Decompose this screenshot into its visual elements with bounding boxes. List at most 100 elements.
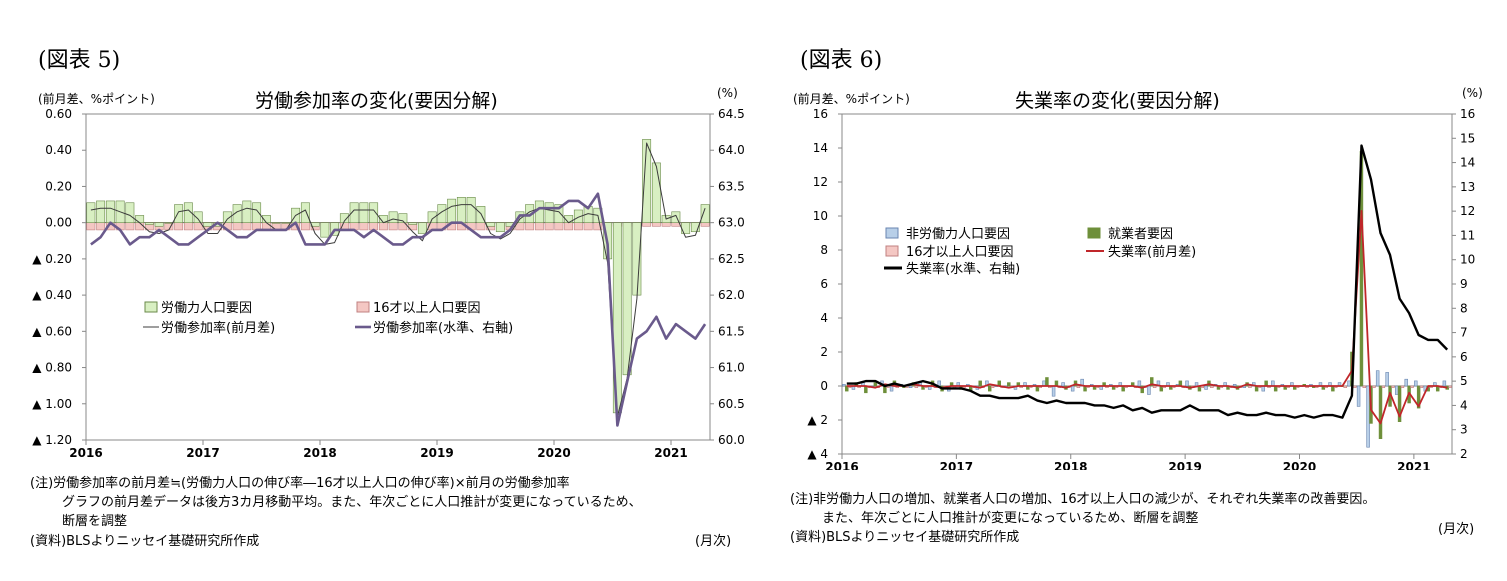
labor-force-factor-bar: [144, 222, 154, 225]
labor-force-factor-bar: [359, 202, 369, 223]
legend-label: 16才以上人口要因: [906, 245, 1014, 260]
right-tick-label: 13: [1460, 180, 1475, 194]
labor-force-factor-bar: [125, 202, 135, 223]
population-factor-bar: [378, 222, 388, 231]
left-tick-label: ▲ 0.60: [32, 324, 72, 338]
x-tick-label: 2020: [1283, 460, 1316, 470]
population-factor-bar: [1210, 385, 1214, 388]
right-tick-label: 60.0: [718, 433, 745, 447]
x-tick-label: 2020: [537, 446, 570, 460]
right-tick-label: 16: [1460, 107, 1475, 121]
population-factor-bar: [1400, 385, 1405, 388]
left-tick-label: ▲ 0.20: [32, 252, 72, 266]
legend-label: 労働参加率(水準、右軸): [373, 320, 513, 336]
not-in-labor-force-factor-bar: [908, 385, 913, 388]
population-factor-bar: [1343, 385, 1347, 388]
labor-force-factor-bar: [271, 222, 281, 224]
labor-force-factor-bar: [437, 204, 447, 223]
left-tick-label: 0.60: [45, 107, 72, 121]
left-tick-label: 10: [813, 209, 828, 223]
lfpr-level-line: [90, 192, 707, 427]
labor-force-factor-bar: [349, 202, 359, 223]
not-in-labor-force-factor-bar: [889, 385, 894, 392]
labor-force-factor-bar: [700, 204, 710, 223]
right-axis-unit: (%): [1462, 86, 1483, 100]
labor-force-factor-bar: [320, 222, 330, 238]
right-tick-label: 63.5: [718, 179, 745, 193]
chart-title: 失業率の変化(要因分解): [1015, 90, 1220, 112]
not-in-labor-force-factor-bar: [1137, 380, 1142, 387]
left-tick-label: 0.20: [45, 179, 72, 193]
labor-force-factor-bar: [281, 222, 291, 224]
labor-force-factor-bar: [642, 139, 652, 223]
population-factor-bar: [174, 222, 184, 231]
frequency-label: (月次): [1438, 522, 1475, 537]
x-tick-label: 2019: [420, 446, 453, 460]
labor-force-factor-bar: [388, 211, 398, 223]
population-factor-bar: [1353, 385, 1357, 388]
unemployment-change-line: [846, 210, 1448, 425]
right-tick-label: 9: [1460, 277, 1468, 291]
labor-force-factor-bar: [164, 222, 174, 224]
labor-participation-chart: 0.60 0.40 0.20 0.00 ▲ 0.20 ▲ 0.40 ▲ 0.60 ▲ 0.80…: [32, 107, 745, 460]
right-tick-label: 15: [1460, 131, 1475, 145]
labor-force-factor-bar: [222, 211, 232, 223]
employment-factor-bar: [1378, 385, 1383, 440]
labor-force-factor-bar: [105, 200, 115, 223]
population-factor-bar: [388, 222, 398, 231]
left-tick-label: 14: [813, 141, 828, 155]
population-factor-bar: [1419, 385, 1424, 388]
labor-force-factor-bar: [252, 202, 262, 223]
note-line: (注)労働参加率の前月差≒(労働力人口の伸び率―16才以上人口の伸び率)×前月の…: [30, 476, 570, 491]
right-tick-label: 2: [1460, 447, 1468, 461]
right-tick-label: 14: [1460, 156, 1475, 170]
right-axis-unit: (%): [717, 86, 738, 100]
labor-force-factor-bar: [690, 222, 700, 233]
labor-force-factor-bar: [183, 202, 193, 223]
left-axis-unit: (前月差、%ポイント): [38, 92, 155, 106]
right-tick-label: 64.5: [718, 107, 745, 121]
population-factor-bar: [554, 222, 564, 231]
labor-force-factor-bar: [408, 222, 418, 225]
population-factor-bar: [914, 385, 919, 388]
population-factor-bar: [564, 222, 574, 231]
note-line: グラフの前月差データは後方3カ月移動平均。また、年次ごとに人口推計が変更になって…: [62, 495, 642, 510]
labor-force-factor-bar: [466, 197, 476, 223]
right-tick-label: 10: [1460, 253, 1475, 267]
x-tick-label: 2016: [69, 446, 102, 460]
labor-force-factor-bar: [300, 202, 310, 223]
employment-factor-bar: [1416, 385, 1421, 409]
left-tick-label: ▲ 2: [807, 413, 828, 427]
x-tick-label: 2018: [303, 446, 336, 460]
not-in-labor-force-factor-bar: [1204, 385, 1208, 390]
source-note: (資料)BLSよりニッセイ基礎研究所作成: [790, 530, 1020, 545]
population-factor-bar: [1152, 385, 1157, 388]
note-line: 断層を調整: [62, 514, 128, 529]
population-factor-bar: [96, 222, 106, 231]
left-tick-label: ▲ 4: [807, 447, 828, 461]
population-factor-bar: [1076, 385, 1081, 388]
labor-force-factor-bar: [447, 198, 457, 223]
right-tick-label: 61.5: [718, 324, 745, 338]
x-tick-label: 2016: [825, 460, 858, 470]
population-factor-bar: [476, 222, 486, 231]
population-factor-bar: [359, 222, 369, 231]
labor-force-factor-bar: [135, 215, 145, 223]
population-factor-bar: [1410, 385, 1414, 388]
labor-force-factor-bar: [96, 200, 106, 223]
not-in-labor-force-factor-bar: [1051, 385, 1056, 397]
figure-number: (図表 5): [38, 48, 121, 73]
labor-force-factor-bar: [554, 204, 564, 223]
note-line: (注)非労働力人口の増加、就業者人口の増加、16才以上人口の減少が、それぞれ失業…: [790, 492, 1376, 507]
labor-force-factor-bar: [154, 222, 164, 227]
labor-force-factor-bar: [495, 222, 505, 233]
right-tick-label: 6: [1460, 350, 1468, 364]
left-tick-label: ▲ 1.00: [32, 397, 72, 411]
legend-label: 16才以上人口要因: [373, 301, 481, 316]
lfpr-change-line: [90, 142, 706, 417]
legend-swatch: [885, 245, 899, 257]
labor-force-factor-bar: [651, 162, 661, 223]
unemployment-level-line: [846, 144, 1449, 419]
labor-force-factor-bar: [242, 200, 252, 223]
population-factor-bar: [1248, 385, 1252, 388]
